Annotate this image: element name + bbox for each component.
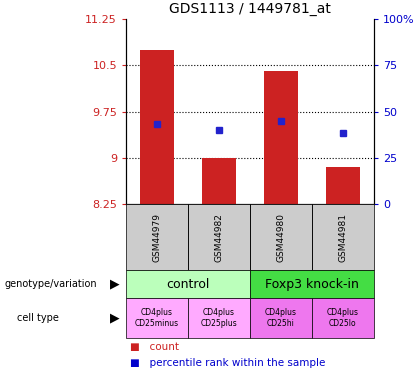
Bar: [250, 204, 312, 270]
Text: CD4plus
CD25minus: CD4plus CD25minus: [135, 308, 179, 327]
Text: GSM44981: GSM44981: [339, 213, 347, 262]
Text: GSM44979: GSM44979: [152, 213, 161, 262]
Text: ▶: ▶: [110, 311, 120, 324]
Bar: [250, 298, 312, 338]
Bar: [140, 50, 174, 204]
Text: GSM44982: GSM44982: [215, 213, 223, 262]
Bar: [326, 167, 360, 204]
Text: Foxp3 knock-in: Foxp3 knock-in: [265, 278, 359, 291]
Text: control: control: [166, 278, 210, 291]
Text: CD4plus
CD25hi: CD4plus CD25hi: [265, 308, 297, 327]
Bar: [126, 270, 250, 298]
Bar: [126, 204, 188, 270]
Bar: [202, 158, 236, 204]
Bar: [188, 204, 250, 270]
Text: genotype/variation: genotype/variation: [4, 279, 97, 289]
Text: GSM44980: GSM44980: [276, 213, 285, 262]
Text: ▶: ▶: [110, 278, 120, 291]
Bar: [264, 71, 298, 204]
Title: GDS1113 / 1449781_at: GDS1113 / 1449781_at: [169, 2, 331, 16]
Bar: [126, 298, 188, 338]
Bar: [188, 298, 250, 338]
Text: CD4plus
CD25plus: CD4plus CD25plus: [201, 308, 237, 327]
Bar: [312, 204, 374, 270]
Text: cell type: cell type: [17, 313, 59, 323]
Text: ■   percentile rank within the sample: ■ percentile rank within the sample: [130, 358, 326, 368]
Text: ■   count: ■ count: [130, 342, 179, 352]
Text: CD4plus
CD25lo: CD4plus CD25lo: [327, 308, 359, 327]
Bar: [312, 298, 374, 338]
Bar: [250, 270, 374, 298]
